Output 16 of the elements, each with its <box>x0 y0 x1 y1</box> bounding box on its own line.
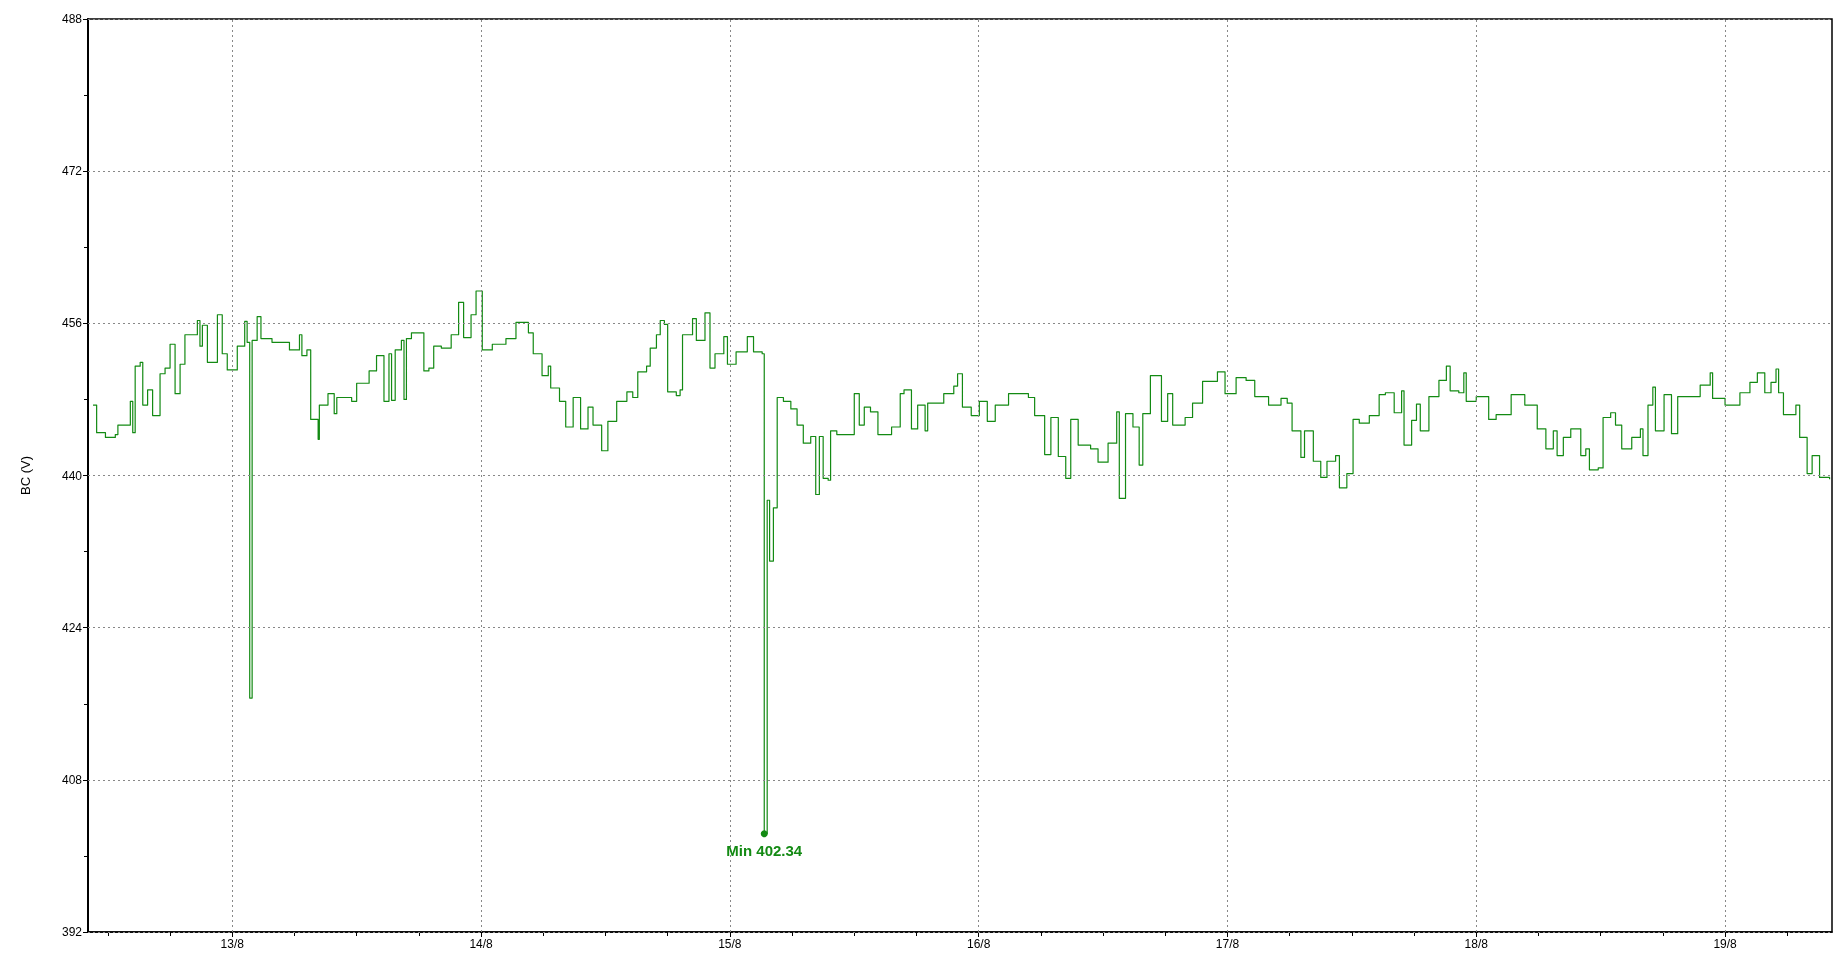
y-tick-label: 408 <box>61 772 83 787</box>
y-tick-label: 456 <box>61 316 83 331</box>
x-tick-label: 17/8 <box>1215 937 1240 951</box>
y-tick-label: 440 <box>61 468 83 483</box>
y-tick-label: 488 <box>61 12 83 26</box>
x-tick-label: 19/8 <box>1713 937 1738 951</box>
y-tick-label: 392 <box>61 925 83 939</box>
x-tick-label: 14/8 <box>469 937 494 951</box>
x-tick-label: 18/8 <box>1464 937 1489 951</box>
y-axis-title: BC (V) <box>18 456 33 495</box>
x-tick-label: 16/8 <box>966 937 991 951</box>
y-tick-label: 472 <box>61 164 83 179</box>
annotation: Min 402.34 <box>726 842 803 860</box>
x-tick-label: 13/8 <box>220 937 245 951</box>
y-tick-label: 424 <box>61 620 83 635</box>
x-tick-label: 15/8 <box>718 937 742 951</box>
